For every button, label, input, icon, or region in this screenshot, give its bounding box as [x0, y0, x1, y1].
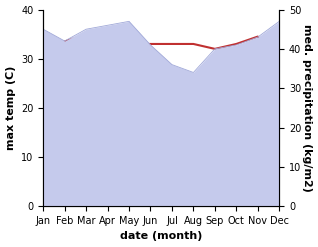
Y-axis label: med. precipitation (kg/m2): med. precipitation (kg/m2)	[302, 24, 313, 192]
Y-axis label: max temp (C): max temp (C)	[5, 66, 16, 150]
X-axis label: date (month): date (month)	[120, 231, 203, 242]
